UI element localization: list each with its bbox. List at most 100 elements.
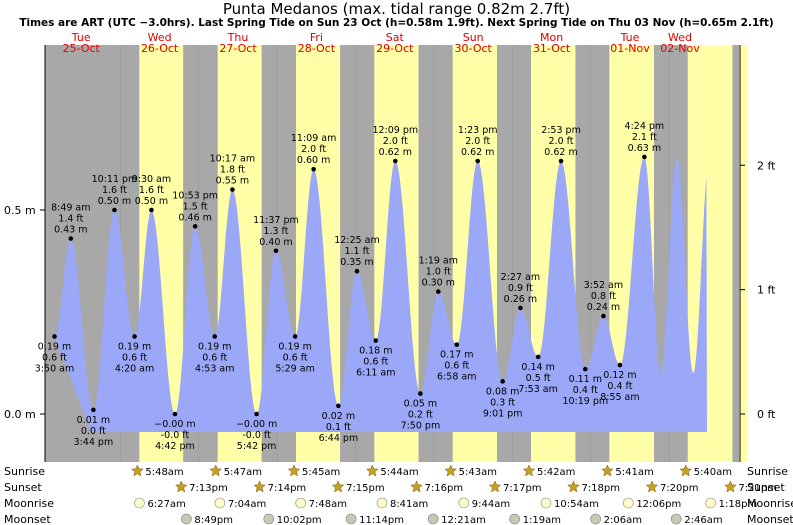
day-name-label: Wed	[668, 31, 692, 44]
left-tick-label: 0.0 m	[4, 408, 36, 421]
right-tick-label: 1 ft	[757, 284, 776, 297]
day-name-label: Tue	[71, 31, 91, 44]
day-date-label: 25-Oct	[63, 42, 101, 55]
almanac-row-label: Moonset	[747, 513, 793, 525]
tide-height-m: 0.08 m	[486, 386, 519, 397]
sunrise-time: 5:45am	[302, 467, 340, 478]
sunset-icon	[410, 480, 423, 493]
tide-time: 4:42 pm	[155, 441, 195, 452]
tide-point	[336, 403, 341, 409]
tide-time: 12:25 am	[334, 235, 379, 246]
sunrise-icon	[287, 464, 301, 477]
tide-time: 9:30 am	[132, 174, 171, 185]
day-name-label: Thu	[227, 31, 249, 44]
sunrise-icon	[444, 464, 458, 477]
tide-height-m: 0.63 m	[628, 143, 661, 154]
tide-time: 4:53 am	[195, 363, 234, 374]
day-date-label: 01-Nov	[610, 42, 650, 55]
tide-point	[172, 411, 178, 417]
sunrise-time: 5:40am	[694, 467, 732, 478]
tide-height-m: 0.62 m	[379, 147, 412, 158]
tide-height-ft: 0.4 ft	[607, 381, 632, 392]
tide-point	[212, 334, 218, 339]
tide-height-m: 0.50 m	[98, 196, 131, 207]
sunset-icon	[174, 480, 188, 493]
tide-height-ft: 1.5 ft	[183, 201, 208, 212]
moonrise-time: 9:44am	[472, 499, 510, 510]
tide-point	[149, 207, 154, 213]
tide-height-ft: 0.2 ft	[408, 410, 433, 421]
tide-height-ft: 0.9 ft	[508, 283, 533, 294]
moonrise-time: 1:18pm	[719, 499, 758, 510]
tide-height-m: 0.26 m	[504, 294, 537, 305]
moonrise-icon	[705, 497, 716, 509]
tide-height-ft: 1.6 ft	[139, 185, 164, 196]
right-tick-label: 2 ft	[757, 159, 776, 172]
tide-point	[373, 338, 379, 343]
tide-time: 7:50 pm	[401, 421, 441, 432]
tide-height-m: 0.35 m	[340, 257, 373, 268]
day-name-label: Sat	[386, 31, 405, 44]
tide-time: 6:11 am	[356, 368, 395, 379]
moonrise-icon	[214, 497, 226, 509]
tide-height-m: 0.40 m	[259, 237, 292, 248]
tide-height-ft: 2.0 ft	[465, 136, 490, 147]
sunrise-icon	[679, 464, 693, 477]
moonset-icon	[263, 513, 275, 525]
tide-height-ft: 0.6 ft	[283, 352, 308, 363]
tide-time: 1:23 pm	[458, 125, 498, 136]
moonset-icon	[670, 513, 682, 525]
sunrise-time: 5:48am	[145, 467, 183, 478]
tide-time: 7:53 am	[518, 384, 557, 395]
tide-height-ft: 0.6 ft	[444, 361, 469, 372]
day-date-label: 26-Oct	[141, 42, 179, 55]
tide-height-m: 0.05 m	[404, 399, 437, 410]
tide-time: 6:58 am	[437, 372, 476, 383]
sunrise-icon	[365, 464, 379, 477]
sunset-icon	[724, 480, 737, 493]
tide-height-m: 0.14 m	[521, 362, 554, 373]
tide-area	[54, 157, 707, 432]
tide-point	[436, 289, 441, 294]
moonrise-time: 7:04am	[228, 499, 266, 510]
tide-height-ft: 1.1 ft	[344, 246, 369, 257]
tide-height-m: 0.19 m	[278, 341, 311, 352]
moonrise-icon	[540, 497, 552, 509]
moonrise-time: 8:41am	[390, 499, 428, 510]
sunrise-time: 5:41am	[615, 467, 653, 478]
sunrise-time: 5:44am	[380, 467, 418, 478]
tide-height-ft: 2.0 ft	[549, 136, 574, 147]
tide-height-m: −0.00 m	[236, 419, 277, 430]
tide-height-ft: 0.8 ft	[591, 291, 616, 302]
tide-point	[132, 334, 137, 339]
tide-height-m: 0.50 m	[135, 196, 168, 207]
tide-point	[518, 305, 523, 311]
tide-point	[558, 158, 564, 164]
day-name-label: Sun	[463, 31, 484, 44]
sunset-icon	[567, 480, 580, 493]
tide-height-m: 0.19 m	[198, 341, 231, 352]
tide-point	[354, 268, 360, 274]
tide-time: 10:19 pm	[562, 396, 608, 407]
almanac-row-label: Sunset	[4, 481, 42, 494]
tide-height-ft: 0.6 ft	[122, 352, 147, 363]
daylight-band	[739, 45, 747, 462]
tide-time: 4:24 pm	[625, 121, 665, 132]
sunrise-icon	[130, 464, 144, 477]
tide-point	[475, 158, 481, 164]
tide-time: 10:53 pm	[172, 190, 218, 201]
tide-height-m: 0.19 m	[118, 341, 151, 352]
almanac-row-label: Sunset	[747, 481, 785, 494]
tide-height-ft: 0.6 ft	[42, 352, 67, 363]
left-tick-label: 0.5 m	[4, 204, 36, 217]
tide-height-ft: 2.1 ft	[632, 132, 657, 143]
tide-height-m: 0.11 m	[569, 374, 602, 385]
tide-height-ft: 0.4 ft	[573, 385, 598, 396]
tide-point	[68, 236, 74, 241]
tide-height-m: 0.62 m	[544, 147, 577, 158]
moonset-icon	[590, 513, 601, 525]
tide-point	[601, 313, 606, 319]
chart-subtitle: Times are ART (UTC −3.0hrs). Last Spring…	[19, 17, 774, 29]
sunset-icon	[645, 480, 659, 493]
